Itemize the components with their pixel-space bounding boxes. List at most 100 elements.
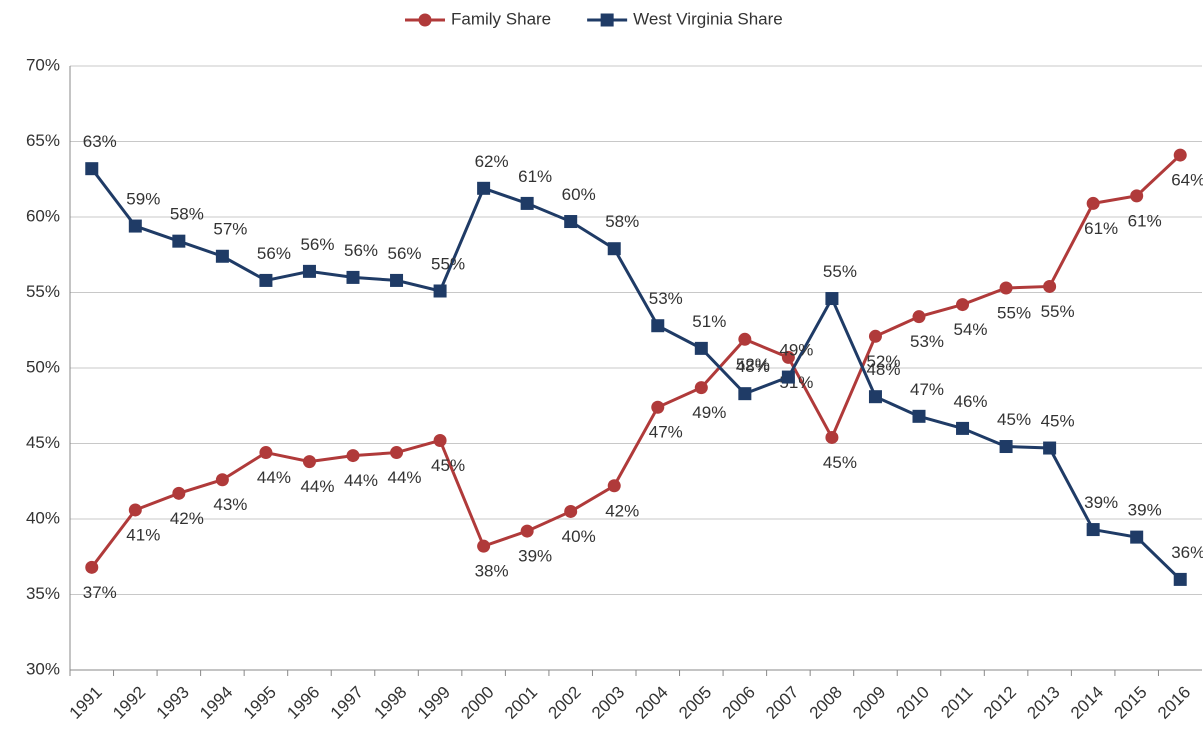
x-tick-label: 2011 <box>937 683 976 722</box>
data-label: 39% <box>1084 493 1118 512</box>
data-point <box>302 455 316 469</box>
data-point <box>128 219 142 233</box>
data-point <box>781 370 795 384</box>
data-label: 39% <box>1128 501 1162 520</box>
x-tick-label: 2014 <box>1067 683 1107 723</box>
data-point <box>346 270 360 284</box>
data-label: 46% <box>954 392 988 411</box>
data-point <box>215 473 229 487</box>
data-point <box>520 524 534 538</box>
data-point <box>607 242 621 256</box>
data-label: 61% <box>518 167 552 186</box>
data-point <box>694 381 708 395</box>
y-tick-label: 55% <box>26 282 60 301</box>
data-point <box>694 341 708 355</box>
data-point <box>302 264 316 278</box>
legend-label: West Virginia Share <box>633 9 783 28</box>
series-line <box>90 167 1182 581</box>
data-label: 62% <box>475 152 509 171</box>
data-label: 63% <box>83 132 117 151</box>
data-point <box>956 298 970 312</box>
data-point <box>520 196 534 210</box>
data-point <box>912 310 926 324</box>
x-tick-label: 2006 <box>719 683 759 723</box>
data-point <box>1130 530 1144 544</box>
x-tick-label: 1992 <box>109 683 149 723</box>
data-point <box>390 273 404 287</box>
data-point <box>738 387 752 401</box>
data-point <box>1086 196 1100 210</box>
data-label: 44% <box>300 477 334 496</box>
data-point <box>85 162 99 176</box>
data-label: 59% <box>126 190 160 209</box>
data-point <box>564 215 578 229</box>
y-tick-label: 40% <box>26 508 60 527</box>
y-tick-label: 65% <box>26 131 60 150</box>
data-label: 53% <box>649 289 683 308</box>
data-point <box>1086 523 1100 537</box>
x-tick-label: 2007 <box>762 683 802 723</box>
data-label: 54% <box>954 320 988 339</box>
data-label: 47% <box>910 380 944 399</box>
x-tick-label: 2000 <box>457 683 497 723</box>
data-point <box>868 390 882 404</box>
data-point <box>999 440 1013 454</box>
data-label: 41% <box>126 525 160 544</box>
series-line <box>90 153 1182 569</box>
data-label: 56% <box>388 244 422 263</box>
data-label: 61% <box>1084 219 1118 238</box>
data-label: 45% <box>1041 412 1075 431</box>
data-point <box>346 449 360 463</box>
data-label: 44% <box>257 468 291 487</box>
data-point <box>1173 572 1187 586</box>
y-tick-label: 50% <box>26 357 60 376</box>
data-label: 56% <box>344 241 378 260</box>
data-label: 36% <box>1171 543 1203 562</box>
data-point <box>651 400 665 414</box>
data-label: 49% <box>692 403 726 422</box>
data-label: 55% <box>1041 302 1075 321</box>
data-label: 40% <box>562 527 596 546</box>
data-label: 52% <box>866 352 900 371</box>
data-label: 56% <box>300 235 334 254</box>
x-tick-label: 2003 <box>588 683 628 723</box>
x-tick-label: 2013 <box>1023 683 1063 723</box>
x-tick-label: 1996 <box>283 683 323 723</box>
data-point <box>781 350 795 364</box>
data-point <box>956 421 970 435</box>
data-label: 58% <box>170 205 204 224</box>
data-label: 47% <box>649 423 683 442</box>
data-point <box>433 284 447 298</box>
data-label: 45% <box>823 453 857 472</box>
data-point <box>433 433 447 447</box>
x-tick-label: 2001 <box>501 683 541 723</box>
data-label: 56% <box>257 244 291 263</box>
data-label: 39% <box>518 547 552 566</box>
data-point <box>825 430 839 444</box>
x-tick-label: 2012 <box>980 683 1020 723</box>
data-point <box>390 446 404 460</box>
data-point <box>651 319 665 333</box>
x-tick-label: 2010 <box>893 683 933 723</box>
y-tick-label: 35% <box>26 584 60 603</box>
data-point <box>1130 189 1144 203</box>
data-label: 38% <box>475 562 509 581</box>
x-tick-label: 2005 <box>675 683 715 723</box>
data-point <box>868 329 882 343</box>
data-label: 45% <box>997 410 1031 429</box>
data-point <box>477 539 491 553</box>
data-label: 57% <box>213 220 247 239</box>
data-label: 51% <box>692 312 726 331</box>
data-label: 55% <box>997 303 1031 322</box>
y-tick-label: 60% <box>26 206 60 225</box>
data-label: 43% <box>213 495 247 514</box>
data-point <box>259 273 273 287</box>
data-label: 44% <box>344 471 378 490</box>
data-label: 53% <box>910 332 944 351</box>
data-point <box>259 446 273 460</box>
data-point <box>477 181 491 195</box>
data-point <box>999 281 1013 295</box>
data-label: 45% <box>431 456 465 475</box>
data-point <box>128 503 142 517</box>
data-label: 48% <box>736 357 770 376</box>
